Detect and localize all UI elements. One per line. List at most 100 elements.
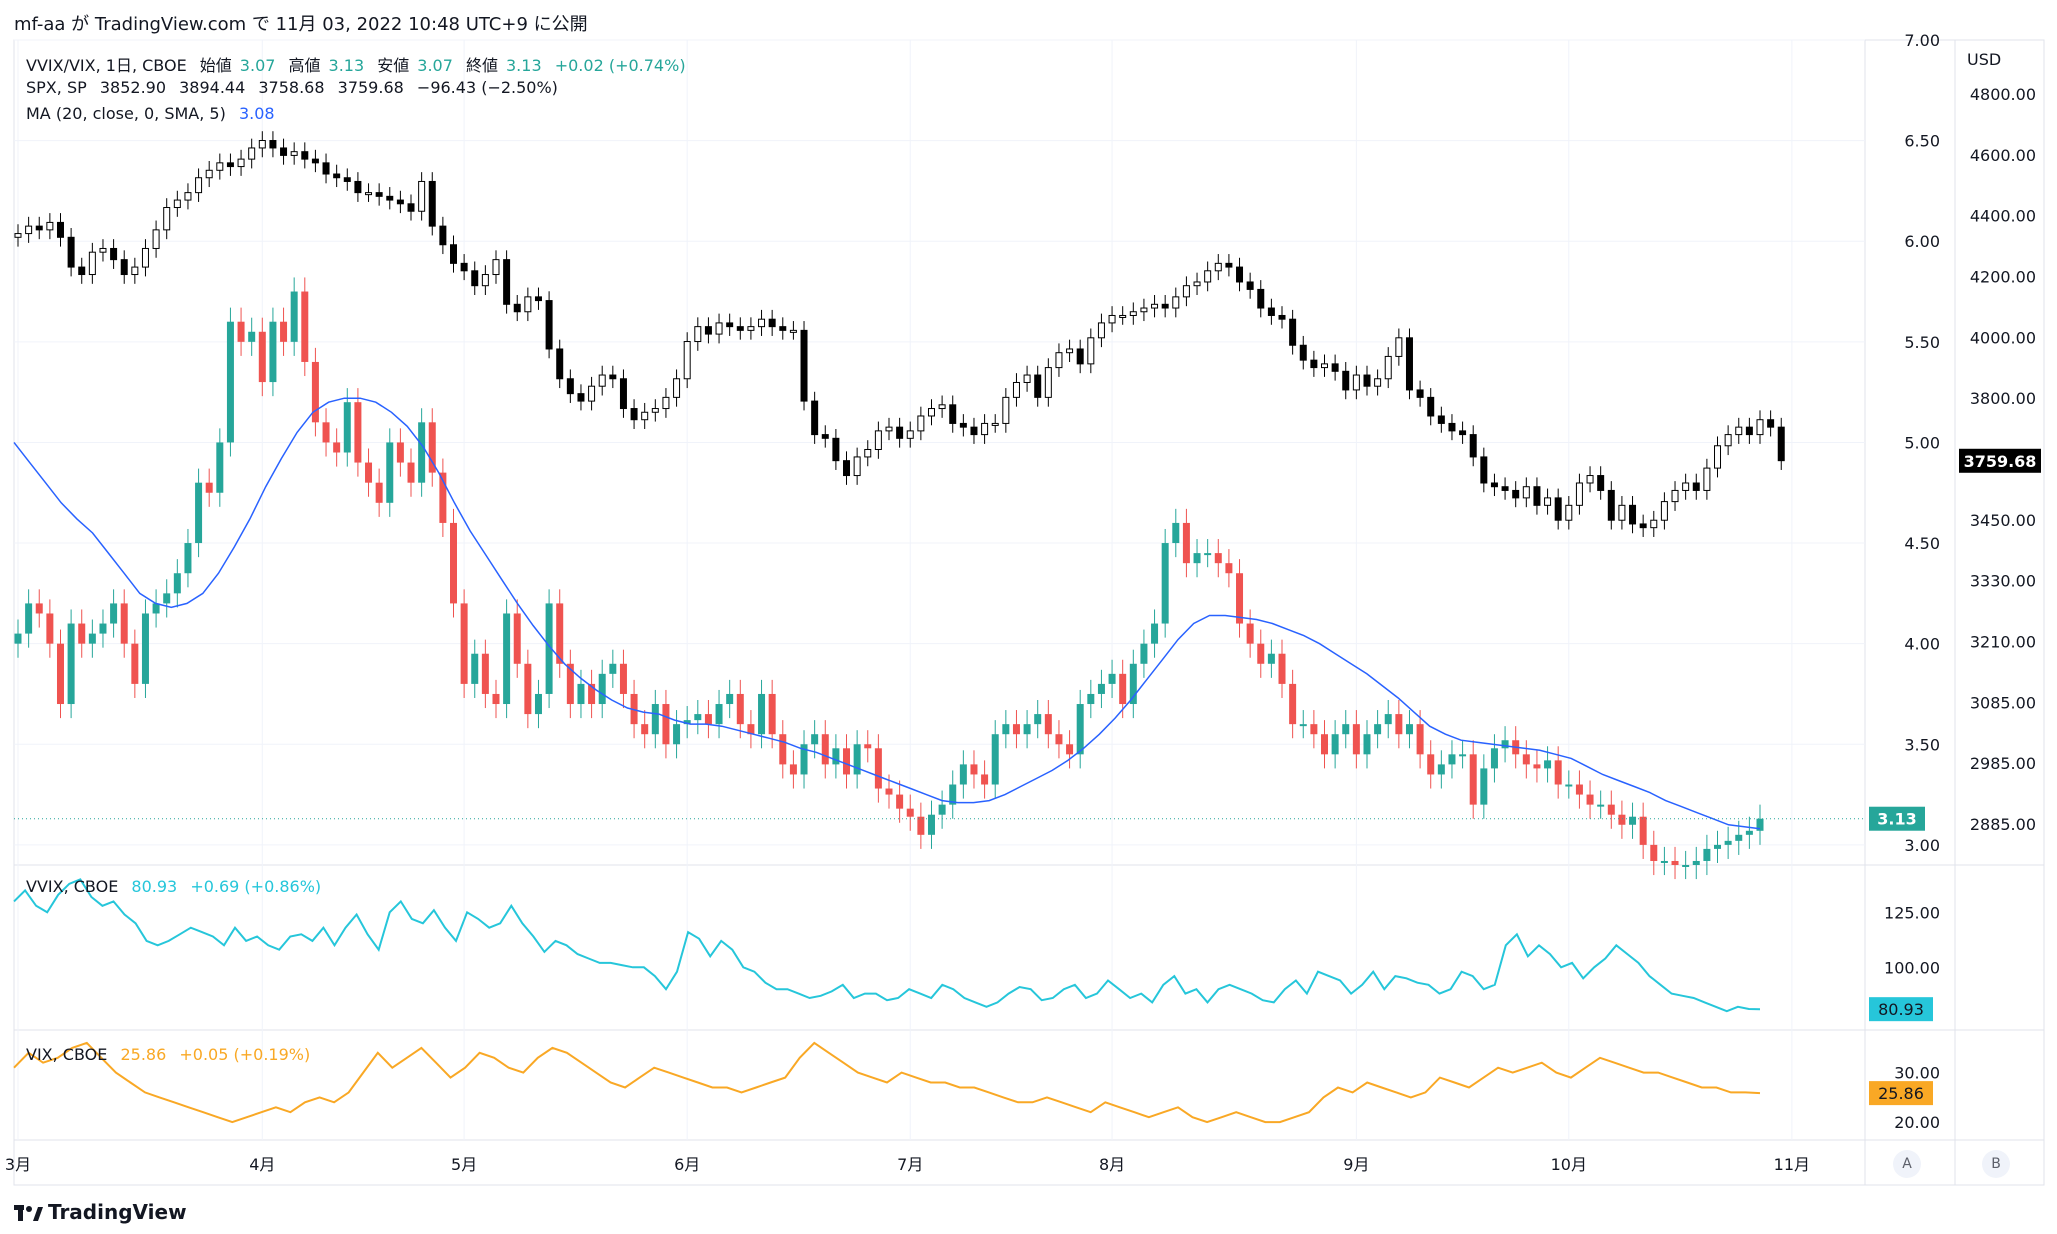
legend-vix-symbol[interactable]: VIX, CBOE: [26, 1045, 108, 1064]
main-candle: [991, 734, 999, 785]
spx-candle: [938, 404, 946, 410]
spx-candle: [673, 378, 681, 398]
spx-candle: [885, 426, 893, 432]
spx-candle: [1257, 288, 1265, 309]
spx-candle: [396, 199, 404, 205]
spx-candle: [56, 221, 64, 238]
legend-spx-change: −96.43 (−2.50%): [416, 78, 558, 97]
vix-last-badge: [1869, 1081, 1933, 1106]
main-candle: [14, 633, 22, 644]
spx-candle: [1129, 311, 1137, 316]
spx-candle: [1331, 363, 1339, 372]
x-tick-5: 8月: [1099, 1155, 1125, 1174]
spx-candle: [1660, 501, 1668, 521]
spx-candle: [906, 430, 914, 439]
main-candle: [1023, 724, 1031, 735]
spx-candle: [843, 460, 851, 477]
spx-candle: [715, 322, 723, 335]
spx-candle: [1533, 486, 1541, 506]
spx-candle: [747, 326, 755, 331]
main-candle: [949, 784, 957, 805]
main-candle: [1129, 663, 1137, 705]
legend-vvix-symbol[interactable]: VVIX, CBOE: [26, 877, 119, 896]
auto-scale-button[interactable]: A: [1893, 1150, 1921, 1178]
spx-candle: [1193, 281, 1201, 287]
main-last-label: 3.13: [1877, 810, 1916, 829]
legend-main-symbol[interactable]: VVIX/VIX, 1日, CBOE: [26, 56, 187, 75]
spx-candle: [513, 303, 521, 313]
legend-vix-change: +0.05 (+0.19%): [179, 1045, 311, 1064]
main-candle: [88, 633, 96, 644]
main-candle: [301, 291, 309, 362]
legend-spx-symbol[interactable]: SPX, SP: [26, 78, 87, 97]
main-candle: [1076, 704, 1084, 755]
spx-candle: [1745, 426, 1753, 436]
spx-candle: [1321, 363, 1328, 369]
spx-candle: [1087, 337, 1095, 365]
legend-ma-label[interactable]: MA (20, close, 0, SMA, 5): [26, 104, 226, 123]
spx-candle: [1055, 352, 1063, 369]
legend-spx-low: 3758.68: [258, 78, 325, 97]
spx-candle: [1023, 374, 1031, 383]
spx-candle: [1735, 426, 1743, 436]
main-candle: [428, 422, 436, 473]
spx-candle: [428, 180, 436, 227]
main-candle: [1565, 784, 1573, 787]
main-y-tick-5: 4.50: [1904, 534, 1940, 553]
main-candle: [258, 331, 266, 383]
spx-candle: [237, 158, 245, 168]
spx-candle: [110, 247, 118, 261]
spx-candle: [343, 177, 351, 182]
spx-candle: [545, 300, 553, 350]
main-candle: [1671, 860, 1679, 865]
spx-candle: [981, 422, 989, 436]
main-candle: [1703, 848, 1711, 861]
x-tick-4: 7月: [897, 1155, 923, 1174]
spx-candle: [1756, 419, 1764, 436]
main-candle: [290, 291, 298, 342]
spx-candle: [365, 192, 373, 196]
main-candle: [1289, 683, 1297, 725]
spx-candle: [216, 162, 224, 171]
spx-candle: [25, 225, 33, 235]
scale-b-button[interactable]: B: [1982, 1150, 2010, 1178]
main-candle: [25, 603, 33, 634]
spx-candle: [88, 251, 96, 276]
x-tick-8: 11月: [1774, 1155, 1810, 1174]
spx-candle: [1575, 482, 1583, 506]
main-candle: [609, 663, 617, 674]
main-candle: [407, 462, 415, 483]
main-candle: [1756, 818, 1764, 831]
spx-candle: [46, 221, 54, 231]
spx-candle: [258, 140, 266, 149]
spx-candle: [1554, 497, 1562, 521]
main-candle: [906, 808, 914, 817]
main-candle: [704, 714, 712, 725]
main-y-tick-6: 4.00: [1904, 635, 1940, 654]
main-candle: [1469, 754, 1477, 805]
main-candle: [343, 402, 351, 453]
main-candle: [1724, 840, 1732, 845]
main-candle: [1714, 844, 1722, 849]
main-candle: [1214, 553, 1222, 564]
main-candle: [768, 693, 776, 735]
legend-spx: SPX, SP 3852.90 3894.44 3758.68 3759.68 …: [26, 78, 566, 97]
main-candle: [1575, 784, 1583, 795]
main-candle: [1310, 724, 1318, 735]
spx-candle: [1299, 344, 1307, 361]
spx-candle: [556, 348, 564, 380]
spx-y-tick-10: 3085.00: [1970, 693, 2036, 712]
spx-y-tick-1: 4600.00: [1970, 146, 2036, 165]
main-candle: [566, 663, 574, 705]
spx-last-badge: [1959, 448, 2041, 473]
main-candle: [237, 321, 245, 342]
main-candle: [1416, 724, 1424, 755]
spx-y-tick-8: 3330.00: [1970, 572, 2036, 591]
vvix-line: [13, 878, 1761, 1013]
main-candle: [492, 693, 500, 705]
main-candle: [216, 442, 224, 493]
main-candle: [163, 593, 171, 604]
spx-candle: [1374, 378, 1382, 387]
spx-candle: [1289, 318, 1297, 346]
